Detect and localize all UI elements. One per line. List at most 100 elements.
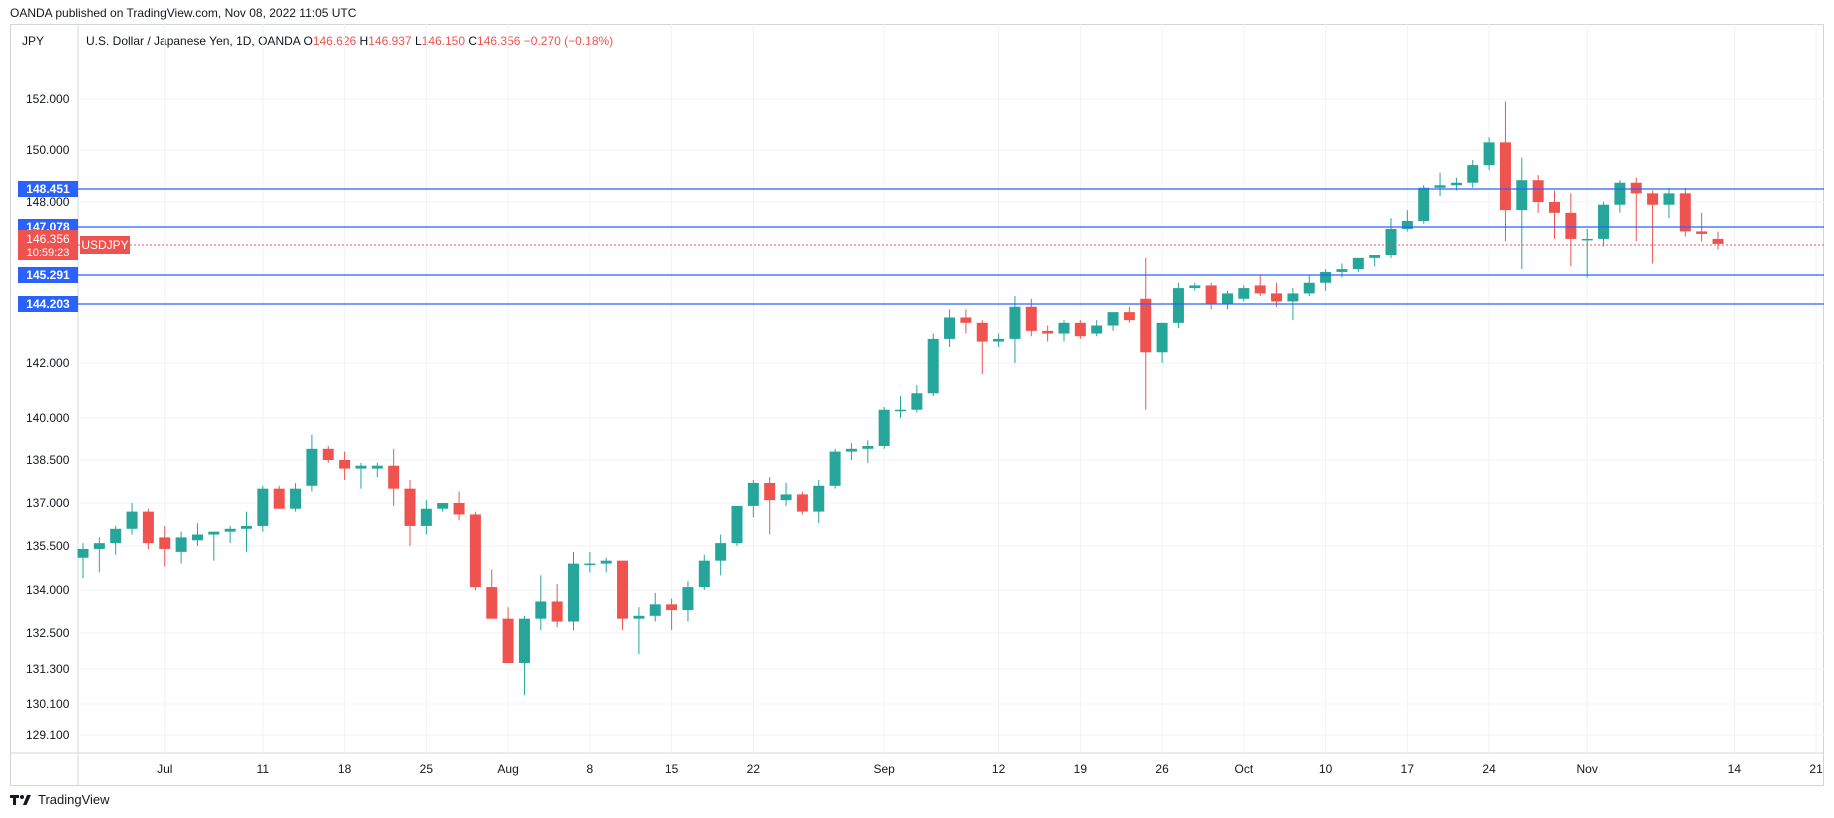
candle-body <box>1679 193 1691 232</box>
high-value: 146.937 <box>368 34 412 48</box>
symbol-description[interactable]: U.S. Dollar / Japanese Yen, 1D, OANDA <box>86 34 301 48</box>
candle-body <box>1614 182 1626 205</box>
candle-body <box>1369 255 1381 258</box>
chart-frame <box>10 24 1824 786</box>
symbol-bar: U.S. Dollar / Japanese Yen, 1D, OANDA O1… <box>86 34 613 48</box>
x-tick-label: 15 <box>665 762 679 776</box>
candle-body <box>126 511 138 529</box>
candle-body <box>895 409 906 412</box>
candle-body <box>1271 293 1283 302</box>
candle-body <box>339 460 351 469</box>
close-value: 146.356 <box>477 34 521 48</box>
candle-body <box>1647 193 1659 205</box>
candle-body <box>1140 298 1152 353</box>
candle-body <box>1663 193 1675 205</box>
published-line: OANDA published on TradingView.com, Nov … <box>10 6 357 20</box>
level-price-tag <box>18 181 78 197</box>
x-tick-label: 11 <box>257 762 270 776</box>
x-tick-label: Oct <box>1235 762 1254 776</box>
candle-body <box>1630 182 1642 194</box>
candle-body <box>1418 187 1430 221</box>
countdown-label: 10:59:23 <box>27 247 70 259</box>
x-tick-label: 21 <box>1809 762 1823 776</box>
candle-body <box>845 448 857 452</box>
candle-body <box>1565 212 1577 239</box>
candle-body <box>568 563 579 622</box>
candle-body <box>944 317 956 339</box>
x-tick-label: 8 <box>587 762 594 776</box>
candle-body <box>764 482 776 501</box>
candle-body <box>1287 293 1299 302</box>
candle-body <box>1320 271 1332 283</box>
candle-body <box>502 618 514 663</box>
candle-body <box>1074 322 1086 337</box>
level-price-label: 144.203 <box>26 297 70 311</box>
candle-body <box>241 525 252 529</box>
candle-body <box>715 543 727 561</box>
candle-body <box>1467 165 1479 183</box>
x-tick-label: 10 <box>1319 762 1333 776</box>
candle-body <box>1712 238 1724 244</box>
candle-body <box>437 503 449 509</box>
candle-body <box>1385 228 1397 256</box>
candle-body <box>1254 285 1266 294</box>
candle-body <box>110 528 122 544</box>
y-tick-label: 140.000 <box>26 411 70 425</box>
candle-body <box>1091 325 1103 334</box>
candle-body <box>1042 330 1054 334</box>
x-tick-label: 26 <box>1155 762 1169 776</box>
candle-body <box>159 537 171 549</box>
change-value: −0.270 (−0.18%) <box>523 34 614 48</box>
tradingview-logo-icon <box>10 793 32 807</box>
candle-body <box>1058 322 1070 334</box>
candle-body <box>93 543 105 549</box>
candle-body <box>224 528 236 532</box>
candle-body <box>1499 142 1511 211</box>
x-tick-label: 18 <box>338 762 352 776</box>
candle-body <box>1189 285 1201 289</box>
candle-body <box>1205 285 1217 305</box>
candle-body <box>486 587 498 619</box>
currency-code: JPY <box>22 34 45 48</box>
candle-body <box>1401 220 1413 229</box>
candle-body <box>355 465 367 469</box>
candle-body <box>796 494 808 512</box>
candle-body <box>780 494 792 501</box>
candle-body <box>208 531 220 535</box>
candle-body <box>1581 238 1593 241</box>
symbol-tag-label: USDJPY <box>81 238 128 252</box>
y-tick-label: 135.500 <box>26 539 70 553</box>
low-value: 146.150 <box>421 34 466 48</box>
last-price-tag <box>18 230 78 260</box>
y-tick-label: 150.000 <box>26 143 70 157</box>
level-price-label: 148.451 <box>26 182 70 196</box>
candle-body <box>1238 288 1250 299</box>
candle-body <box>191 534 203 541</box>
candle-body <box>1123 312 1135 321</box>
footer-brand[interactable]: TradingView <box>10 792 110 807</box>
x-tick-label: 14 <box>1728 762 1742 776</box>
candle-body <box>420 508 432 526</box>
level-price-tag <box>18 267 78 283</box>
level-price-tag <box>18 296 78 312</box>
x-tick-label: Nov <box>1577 762 1598 776</box>
x-tick-label: 17 <box>1401 762 1415 776</box>
candle-body <box>1009 306 1021 339</box>
candle-body <box>633 615 645 619</box>
candle-body <box>1156 322 1168 353</box>
candle-body <box>453 503 465 515</box>
candle-body <box>142 511 154 544</box>
candle-body <box>911 393 923 410</box>
x-tick-label: 12 <box>992 762 1006 776</box>
candle-body <box>731 505 743 544</box>
candle-body <box>175 537 187 552</box>
y-tick-label: 137.000 <box>26 496 70 510</box>
high-label: H <box>359 34 369 48</box>
candle-body <box>273 488 285 509</box>
candle-body <box>371 465 383 469</box>
candle-body <box>1516 180 1528 211</box>
candle-body <box>682 587 694 611</box>
candle-body <box>666 604 678 611</box>
x-tick-label: 22 <box>747 762 761 776</box>
